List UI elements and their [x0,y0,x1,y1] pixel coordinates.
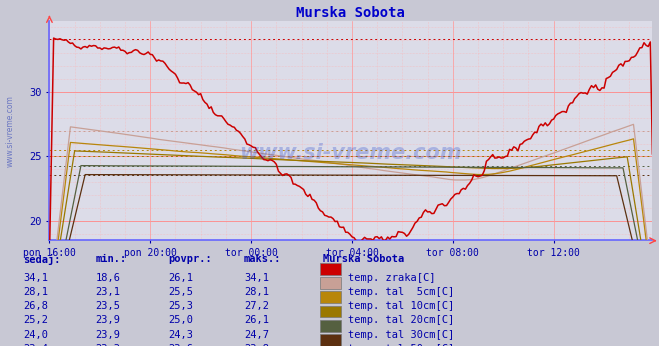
Text: 23,9: 23,9 [96,316,121,325]
Text: 34,1: 34,1 [23,273,48,283]
Bar [320,291,341,303]
Text: 25,0: 25,0 [168,316,193,325]
Bar [320,334,341,346]
Text: 34,1: 34,1 [244,273,269,283]
Text: 23,6: 23,6 [168,344,193,346]
Text: 23,3: 23,3 [96,344,121,346]
Bar [320,306,341,317]
Text: 24,7: 24,7 [244,330,269,340]
Bar [320,277,341,289]
Text: 25,2: 25,2 [23,316,48,325]
Text: 23,9: 23,9 [96,330,121,340]
Text: 23,4: 23,4 [23,344,48,346]
Text: maks.:: maks.: [244,254,281,264]
Text: 18,6: 18,6 [96,273,121,283]
Text: 23,1: 23,1 [96,287,121,297]
Text: 26,1: 26,1 [168,273,193,283]
Title: Murska Sobota: Murska Sobota [297,6,405,20]
Text: 25,5: 25,5 [168,287,193,297]
Text: 25,3: 25,3 [168,301,193,311]
Text: Murska Sobota: Murska Sobota [323,254,404,264]
Text: temp. tal 10cm[C]: temp. tal 10cm[C] [348,301,454,311]
Text: www.si-vreme.com: www.si-vreme.com [240,143,462,163]
Text: 24,0: 24,0 [23,330,48,340]
Text: temp. tal  5cm[C]: temp. tal 5cm[C] [348,287,454,297]
Text: www.si-vreme.com: www.si-vreme.com [5,95,14,167]
Text: min.:: min.: [96,254,127,264]
Text: 23,8: 23,8 [244,344,269,346]
Text: temp. zraka[C]: temp. zraka[C] [348,273,436,283]
Bar [320,320,341,332]
Text: 27,2: 27,2 [244,301,269,311]
Text: 28,1: 28,1 [244,287,269,297]
Text: sedaj:: sedaj: [23,254,61,265]
Text: temp. tal 30cm[C]: temp. tal 30cm[C] [348,330,454,340]
Text: 26,1: 26,1 [244,316,269,325]
Text: 23,5: 23,5 [96,301,121,311]
Text: povpr.:: povpr.: [168,254,212,264]
Text: 24,3: 24,3 [168,330,193,340]
Text: temp. tal 20cm[C]: temp. tal 20cm[C] [348,316,454,325]
Text: 28,1: 28,1 [23,287,48,297]
Text: 26,8: 26,8 [23,301,48,311]
Bar [320,263,341,275]
Text: temp. tal 50cm[C]: temp. tal 50cm[C] [348,344,454,346]
